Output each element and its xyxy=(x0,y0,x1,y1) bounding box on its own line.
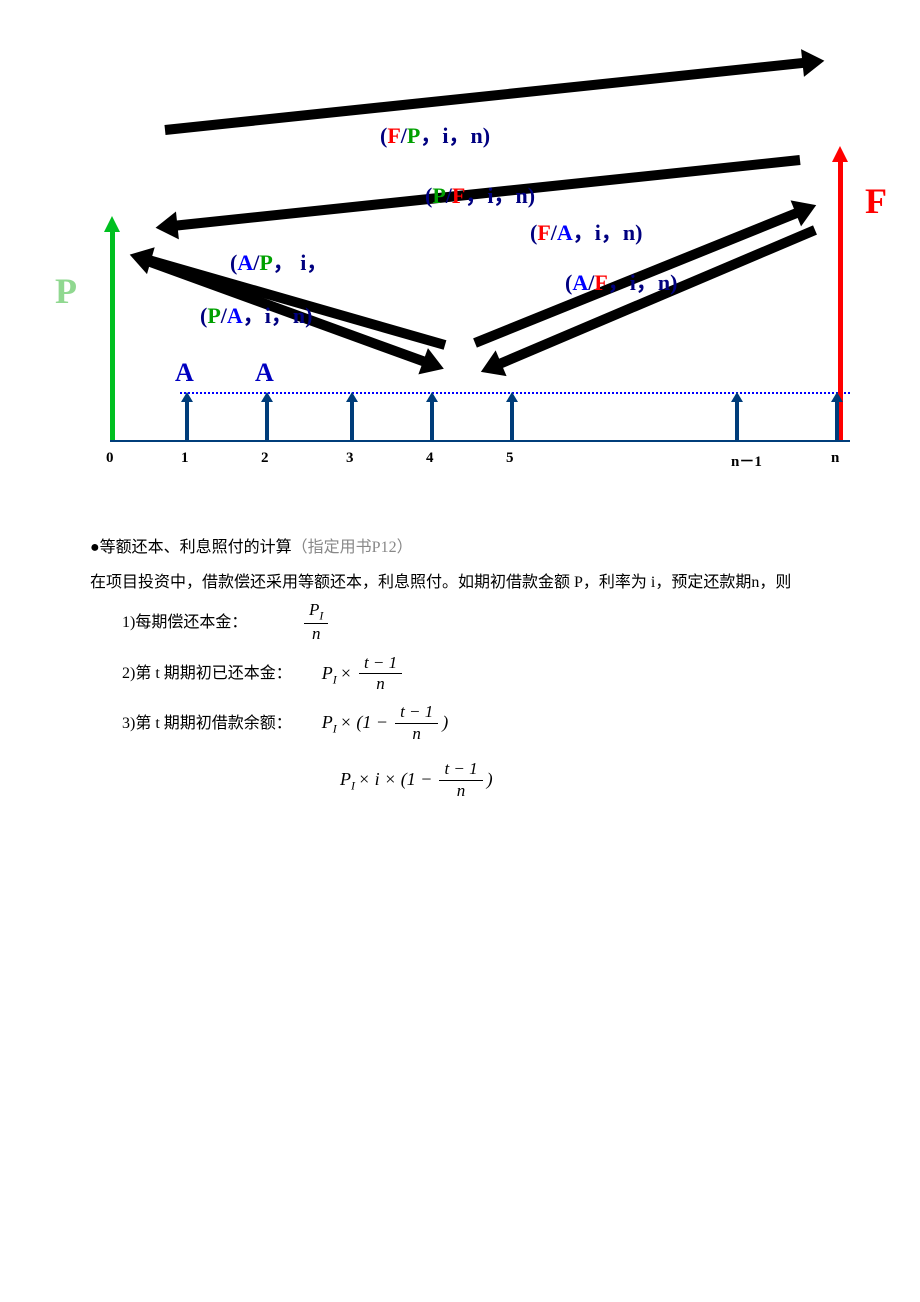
timeline-axis xyxy=(110,440,850,442)
tick-label: 3 xyxy=(346,450,354,467)
intro-paragraph: 在项目投资中，借款偿还采用等额还本，利息照付。如期初借款金额 P，利率为 i，预… xyxy=(58,565,830,600)
item1-label: 1)每期偿还本金： xyxy=(90,605,270,640)
heading: ●等额还本、利息照付的计算 xyxy=(90,539,292,556)
factor-fa: (F/A，i，n) xyxy=(530,215,642,247)
factor-ap: (A/P， i， xyxy=(230,245,328,277)
annuity-arrow xyxy=(430,400,434,440)
annuity-arrow xyxy=(510,400,514,440)
tick-label: 4 xyxy=(426,450,434,467)
heading-line: ●等额还本、利息照付的计算（指定用书P12） xyxy=(90,530,830,565)
item3-label: 3)第 t 期期初借款余额： xyxy=(90,706,292,741)
annuity-arrow xyxy=(350,400,354,440)
present-value-arrow xyxy=(110,230,115,440)
a-label-1: A xyxy=(175,358,194,388)
page-root: P F A A 0 1 2 3 4 5 n－1 n (F/P，i，n) (P/F，i，n) (… xyxy=(0,80,920,801)
item-2: 2)第 t 期期初已还本金： PI × t − 1 n xyxy=(90,653,830,695)
f-label: F xyxy=(865,180,887,222)
factor-pf: (P/F，i，n) xyxy=(425,178,535,210)
heading-note: （指定用书P12） xyxy=(292,539,413,556)
cashflow-diagram: P F A A 012345n－1n (F/P，i，n) (P/F，i，n) (… xyxy=(80,80,880,490)
tick-label: 5 xyxy=(506,450,514,467)
annuity-arrow xyxy=(735,400,739,440)
item2-label: 2)第 t 期期初已还本金： xyxy=(90,656,292,691)
tick-label: n－1 xyxy=(731,450,762,471)
formula-2: PI × t − 1 n xyxy=(322,653,406,695)
item-3: 3)第 t 期期初借款余额： PI × (1 − t − 1 n ) xyxy=(90,702,830,744)
annuity-arrow xyxy=(185,400,189,440)
tick-label: 2 xyxy=(261,450,269,467)
annuity-arrow xyxy=(835,400,839,440)
a-label-2: A xyxy=(255,358,274,388)
formula-4-row: PI × i × (1 − t − 1 n ) xyxy=(310,759,830,801)
p-label: P xyxy=(55,270,77,312)
tick-label: 1 xyxy=(181,450,189,467)
formula-3: PI × (1 − t − 1 n ) xyxy=(322,702,449,744)
factor-af: (A/F，i，n) xyxy=(565,265,677,297)
factor-fp: (F/P，i，n) xyxy=(380,118,490,150)
text-body: ●等额还本、利息照付的计算（指定用书P12） 在项目投资中，借款偿还采用等额还本… xyxy=(90,530,830,801)
formula-4: PI × i × (1 − t − 1 n ) xyxy=(340,759,493,801)
item-1: 1)每期偿还本金： PI n xyxy=(90,600,830,644)
annuity-arrow xyxy=(265,400,269,440)
factor-pa: (P/A，i，n) xyxy=(200,298,312,330)
tick-label: n xyxy=(831,450,839,467)
tick-label: 0 xyxy=(106,450,114,467)
formula-1: PI n xyxy=(300,600,332,644)
